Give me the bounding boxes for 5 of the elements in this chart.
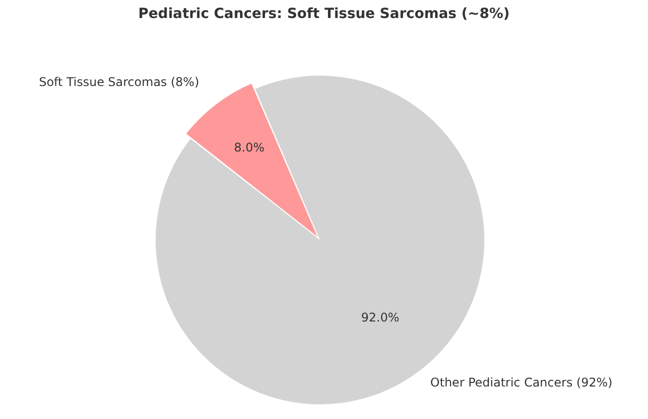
data-label: 92.0% xyxy=(361,310,400,324)
data-label: 8.0% xyxy=(234,140,265,154)
slice-label: Soft Tissue Sarcomas (8%) xyxy=(38,75,200,90)
slice-label: Other Pediatric Cancers (92%) xyxy=(430,375,612,390)
chart-title: Pediatric Cancers: Soft Tissue Sarcomas (~8%) xyxy=(137,6,511,22)
